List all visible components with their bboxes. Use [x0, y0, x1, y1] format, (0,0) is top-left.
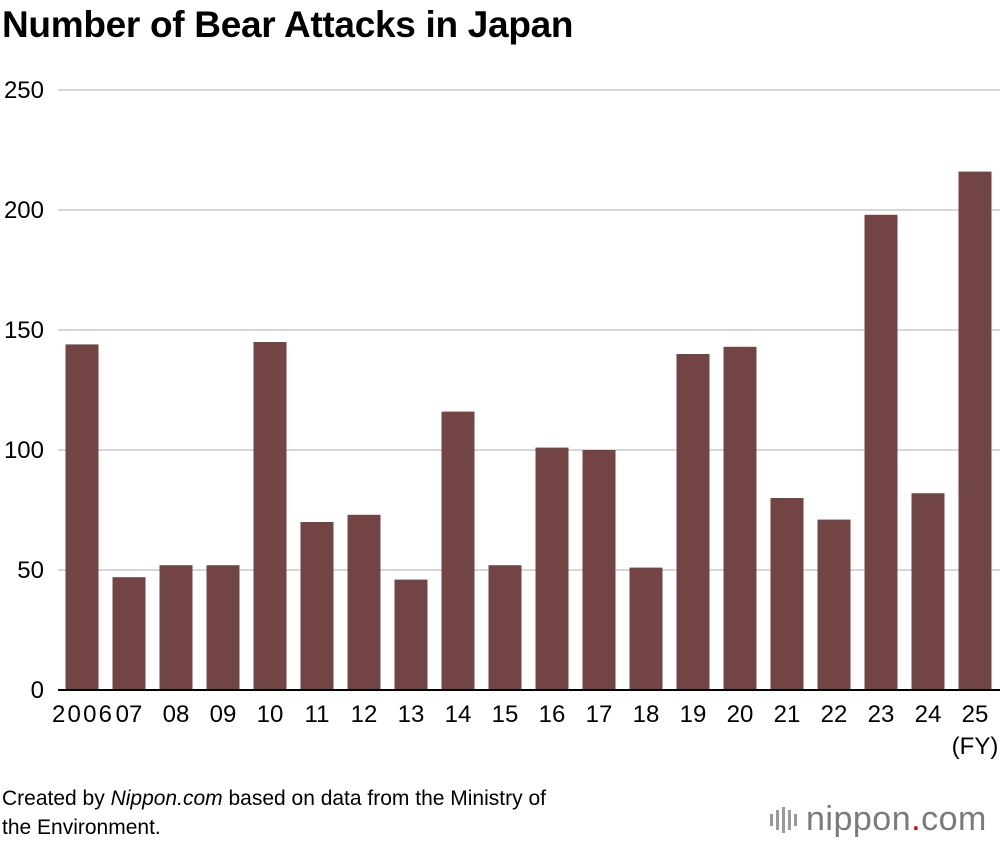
- bar-11: [300, 522, 334, 690]
- x-tick-label: 13: [398, 701, 425, 728]
- bar-22: [817, 519, 851, 690]
- x-tick-label: 23: [868, 701, 895, 728]
- bar-13: [394, 579, 428, 690]
- source-prefix: Created by: [2, 787, 111, 810]
- x-tick-label: 10: [257, 701, 284, 728]
- x-axis-ticks: 2006 07 08 09 10 11 12 13 14 15 16 17 18 19 20 21 22 23 24…: [52, 701, 988, 728]
- x-tick-label: 25: [962, 701, 989, 728]
- bar-17: [582, 450, 616, 690]
- bar-24: [911, 493, 945, 690]
- bar-10: [253, 342, 287, 690]
- bar-07: [112, 577, 146, 690]
- nippon-logo: nippon.com: [770, 800, 987, 839]
- bar-25: [958, 171, 992, 691]
- y-tick-label: 250: [4, 77, 44, 104]
- x-tick-label: 09: [210, 701, 237, 728]
- bars: [65, 171, 992, 691]
- x-tick-label: 15: [492, 701, 519, 728]
- x-axis-unit: (FY): [952, 733, 999, 760]
- y-tick-label: 100: [4, 437, 44, 464]
- bar-23: [864, 214, 898, 691]
- x-tick-label: 18: [633, 701, 660, 728]
- x-tick-label: 22: [821, 701, 848, 728]
- chart-title: Number of Bear Attacks in Japan: [2, 4, 574, 45]
- x-tick-label: 17: [586, 701, 613, 728]
- bar-14: [441, 411, 475, 690]
- logo-mark-icon: [770, 806, 797, 833]
- x-tick-label: 21: [774, 701, 801, 728]
- x-tick-label: 11: [305, 701, 330, 728]
- x-tick-label: 07: [116, 701, 143, 728]
- x-tick-label: 20: [727, 701, 754, 728]
- x-tick-label: 2006: [52, 701, 112, 728]
- y-axis-ticks: 0 50 100 150 200 250: [4, 77, 44, 704]
- bar-09: [206, 565, 240, 690]
- bar-19: [676, 354, 710, 690]
- gridlines: [58, 89, 1000, 571]
- bar-21: [770, 498, 804, 690]
- bar-2006: [65, 344, 99, 690]
- x-tick-label: 16: [539, 701, 566, 728]
- y-tick-label: 150: [4, 317, 44, 344]
- bar-15: [488, 565, 522, 690]
- source-note: Created by Nippon.com based on data from…: [2, 784, 546, 842]
- y-tick-label: 200: [4, 197, 44, 224]
- bar-16: [535, 447, 569, 690]
- source-line2: the Environment.: [2, 816, 161, 839]
- bar-20: [723, 346, 757, 690]
- logo-dot: .: [911, 800, 922, 838]
- x-tick-label: 14: [445, 701, 472, 728]
- bar-chart: 0 50 100 150 200 250 2006 07 08 09 10 11 12 13 14 15 16…: [4, 77, 1000, 760]
- source-site: Nippon.com: [110, 787, 223, 810]
- x-tick-label: 08: [163, 701, 190, 728]
- y-tick-label: 0: [31, 677, 44, 704]
- x-tick-label: 24: [915, 701, 942, 728]
- x-tick-label: 12: [351, 701, 378, 728]
- bar-12: [347, 514, 381, 690]
- logo-text: nippon.com: [806, 800, 987, 838]
- x-tick-label: 19: [680, 701, 707, 728]
- source-line1: based on data from the Ministry of: [222, 787, 546, 810]
- y-tick-label: 50: [17, 557, 44, 584]
- bar-18: [629, 567, 663, 690]
- bar-08: [159, 565, 193, 690]
